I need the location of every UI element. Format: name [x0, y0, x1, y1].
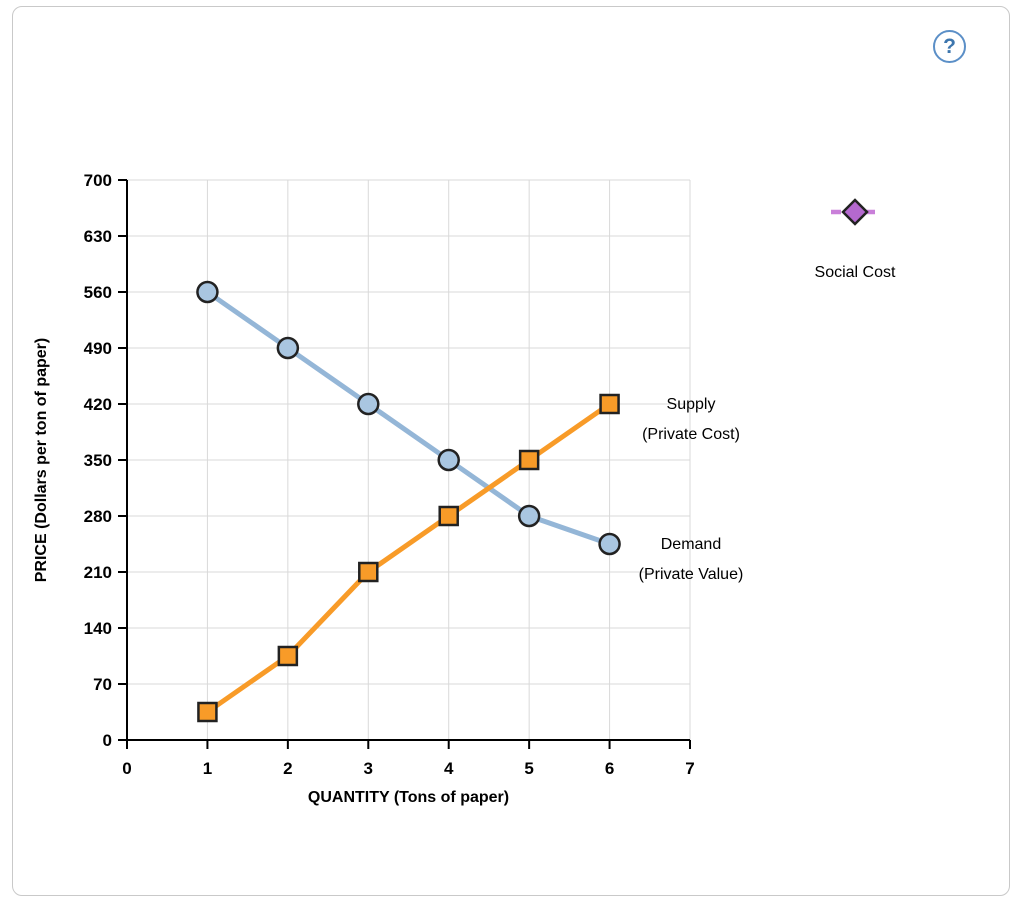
supply-point	[358, 561, 379, 583]
social-cost-handle[interactable]	[831, 198, 879, 226]
demand-curve-label: Demand (Private Value)	[601, 530, 781, 590]
supply-point	[518, 449, 540, 471]
y-tick-label: 350	[84, 451, 112, 470]
supply-point	[438, 505, 459, 527]
supply-label-line1: Supply	[666, 396, 716, 413]
demand-label-line1: Demand	[660, 536, 722, 553]
y-tick-label: 630	[84, 227, 112, 246]
demand-point	[517, 504, 541, 528]
y-tick-label: 490	[84, 339, 112, 358]
y-tick-label: 210	[84, 563, 112, 582]
x-tick-label: 1	[203, 759, 212, 778]
y-tick-label: 420	[84, 395, 112, 414]
x-tick-label: 4	[444, 759, 454, 778]
social-cost-label: Social Cost	[814, 264, 896, 281]
y-tick-label: 70	[93, 675, 112, 694]
y-tick-label: 700	[84, 171, 112, 190]
y-tick-label: 0	[103, 731, 112, 750]
help-button[interactable]: ?	[933, 30, 966, 63]
y-tick-label: 560	[84, 283, 112, 302]
demand-point	[437, 448, 460, 472]
demand-label-line2: (Private Value)	[638, 566, 744, 583]
demand-point	[357, 392, 380, 416]
y-tick-label: 280	[84, 507, 112, 526]
x-tick-label: 6	[605, 759, 614, 778]
supply-curve-label: Supply (Private Cost)	[601, 390, 781, 450]
x-tick-label: 0	[122, 759, 131, 778]
supply-point	[197, 701, 218, 723]
y-axis-title: PRICE (Dollars per ton of paper)	[33, 338, 50, 582]
demand-point	[196, 280, 219, 304]
x-tick-label: 5	[524, 759, 533, 778]
supply-point	[277, 645, 299, 667]
demand-point	[276, 336, 300, 360]
supply-line	[204, 401, 613, 715]
supply-point	[599, 393, 620, 415]
x-tick-label: 7	[685, 759, 694, 778]
x-tick-label: 3	[364, 759, 373, 778]
demand-point	[598, 532, 621, 556]
question-card	[12, 6, 1010, 896]
demand-line	[204, 289, 613, 547]
supply-label-line2: (Private Cost)	[642, 426, 740, 443]
social-cost-diamond-icon	[841, 198, 869, 226]
x-tick-label: 2	[283, 759, 292, 778]
x-axis-title: QUANTITY (Tons of paper)	[308, 789, 509, 806]
y-tick-label: 140	[84, 619, 112, 638]
